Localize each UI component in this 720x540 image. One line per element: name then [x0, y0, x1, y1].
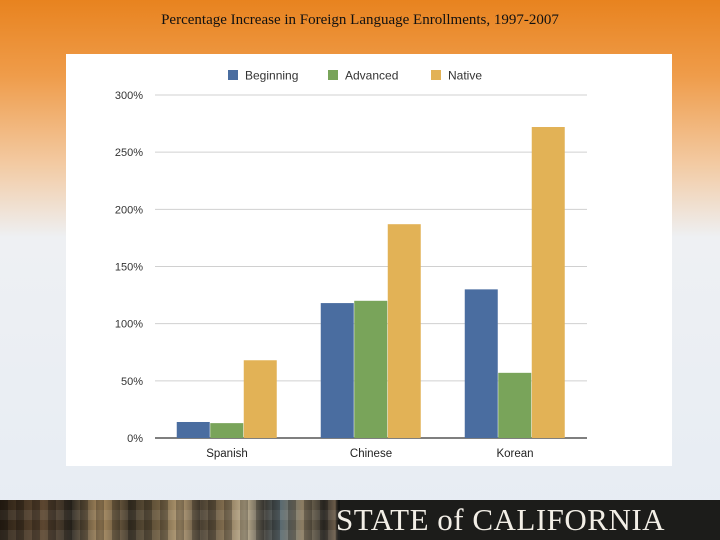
- x-tick-label: Spanish: [206, 448, 248, 460]
- x-tick-label: Korean: [496, 448, 533, 460]
- y-tick-label: 250%: [115, 147, 143, 159]
- bar-chart: 0% 50% 100% 150% 200% 250% 300% Spanish Chinese K…: [115, 69, 587, 460]
- legend-swatch-advanced: [328, 70, 338, 80]
- bar-native-chinese: [387, 224, 421, 438]
- y-tick-label: 200%: [115, 204, 143, 216]
- legend-label-native: Native: [448, 69, 482, 83]
- footer-photo-mosaic: [0, 500, 340, 540]
- bar-beginning-korean: [464, 289, 498, 438]
- legend-label-advanced: Advanced: [345, 69, 398, 83]
- bar-advanced-spanish: [210, 423, 244, 438]
- legend-swatch-beginning: [228, 70, 238, 80]
- legend-label-beginning: Beginning: [245, 69, 298, 83]
- bar-beginning-spanish: [176, 421, 210, 438]
- bar-beginning-chinese: [320, 303, 354, 438]
- bar-advanced-korean: [498, 372, 532, 438]
- y-tick-label: 100%: [115, 319, 143, 331]
- x-tick-label: Chinese: [350, 448, 392, 460]
- legend-swatch-native: [431, 70, 441, 80]
- footer-state-label: STATE of CALIFORNIA: [336, 502, 666, 537]
- bar-native-korean: [531, 127, 565, 438]
- footer-photo-strip: [0, 500, 720, 540]
- y-tick-label: 300%: [115, 90, 143, 102]
- y-tick-label: 50%: [121, 376, 143, 388]
- slide-title: Percentage Increase in Foreign Language …: [161, 12, 559, 28]
- bar-advanced-chinese: [354, 300, 388, 438]
- chart-panel: 0% 50% 100% 150% 200% 250% 300% Spanish Chinese K…: [66, 54, 672, 466]
- bar-native-spanish: [243, 360, 277, 438]
- y-tick-label: 150%: [115, 262, 143, 274]
- y-tick-label: 0%: [127, 433, 143, 445]
